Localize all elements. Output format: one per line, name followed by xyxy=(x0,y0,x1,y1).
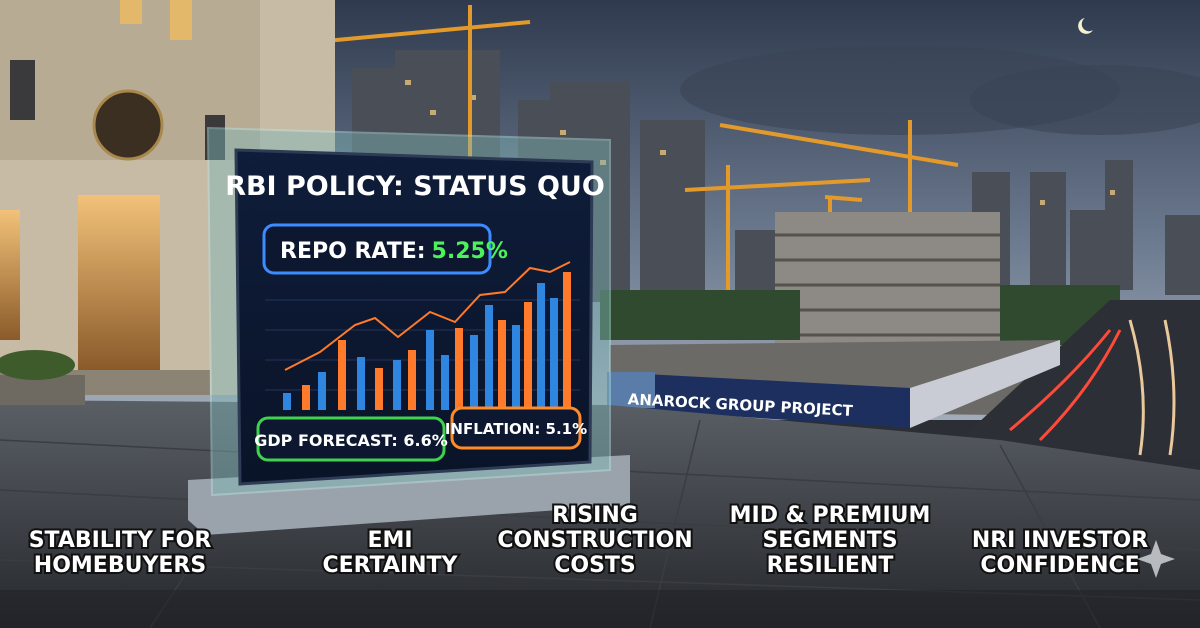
lit-windows xyxy=(405,80,1115,205)
rbi-emblem xyxy=(92,89,164,161)
planter xyxy=(0,375,85,405)
inflation-box xyxy=(450,406,582,450)
shrub xyxy=(0,350,75,380)
caption-line: EMI xyxy=(367,528,412,553)
rbi-window xyxy=(0,210,20,340)
hoarding-side xyxy=(910,340,1060,428)
caption-line: MID & PREMIUM xyxy=(730,503,931,528)
light-trails xyxy=(1128,319,1176,456)
hoarding-image xyxy=(607,372,655,408)
caption-line: STABILITY FOR xyxy=(29,528,212,553)
screen-title: RBI POLICY: STATUS QUO xyxy=(225,171,605,202)
moon xyxy=(1078,18,1093,34)
repo-box xyxy=(262,223,492,275)
caption-line: RESILIENT xyxy=(767,553,894,578)
construction-floors xyxy=(775,233,1000,337)
hoarding xyxy=(607,372,910,428)
bottom-shade xyxy=(0,590,1200,628)
rbi-door xyxy=(78,195,160,370)
caption-line: SEGMENTS xyxy=(762,528,897,553)
rbi-windows xyxy=(10,0,225,160)
repo-label: REPO RATE: xyxy=(280,239,426,264)
caption-line: COSTS xyxy=(554,553,636,578)
caption-line: CERTAINTY xyxy=(323,553,459,578)
construction-building xyxy=(775,212,1000,352)
caption-line: RISING xyxy=(552,503,638,528)
caption-line: CONSTRUCTION xyxy=(497,528,692,553)
caption-line: NRI INVESTOR xyxy=(972,528,1148,553)
gdp-box xyxy=(256,416,446,462)
trees xyxy=(600,290,800,340)
cloud xyxy=(970,65,1200,135)
repo-rate: REPO RATE: 5.25% xyxy=(280,239,508,264)
tail-lights xyxy=(1009,329,1122,442)
sparkle xyxy=(1137,540,1175,578)
screen-chart xyxy=(265,261,580,410)
repo-value: 5.25% xyxy=(432,239,508,264)
caption-line: CONFIDENCE xyxy=(980,553,1139,578)
inflation: INFLATION: 5.1% xyxy=(445,420,587,438)
gdp-forecast: GDP FORECAST: 6.6% xyxy=(254,431,448,450)
caption-line: HOMEBUYERS xyxy=(34,553,206,578)
